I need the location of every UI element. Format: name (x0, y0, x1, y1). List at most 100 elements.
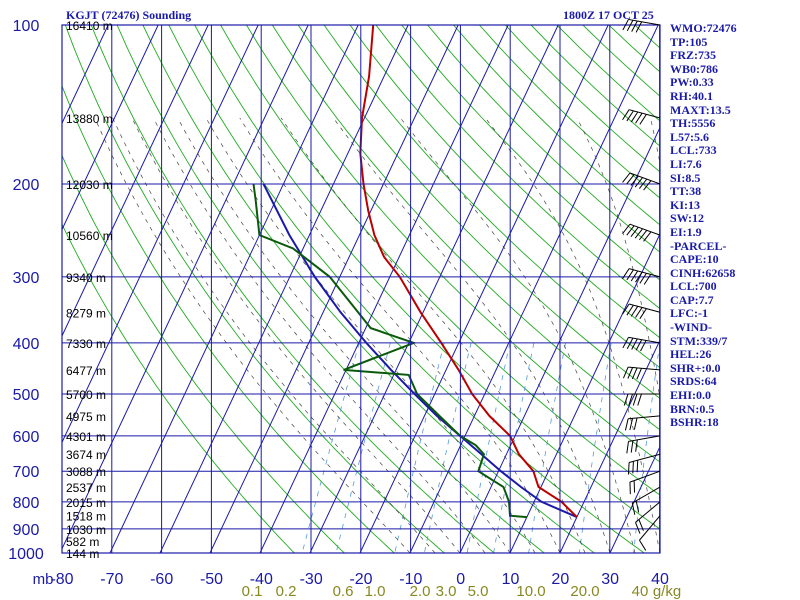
wind-barb-feather (631, 367, 638, 380)
temperature-tick: -70 (100, 571, 123, 588)
isotherm (62, 25, 109, 125)
isotherm (62, 25, 159, 231)
pressure-label: 700 (13, 464, 40, 481)
mixing-ratio-label: 40 (632, 583, 649, 600)
mixing-ratio-line (424, 342, 472, 553)
wind-barb (635, 501, 661, 534)
wind-barb-feather (628, 393, 633, 406)
wind-barb-feather (635, 522, 641, 534)
valid-time: 1800Z 17 OCT 25 (563, 8, 654, 22)
wind-barb (626, 435, 661, 454)
index-item: TP:105 (670, 34, 708, 49)
wind-barb-feather (626, 304, 634, 316)
temperature-tick: -10 (399, 571, 422, 588)
pressure-label: 500 (13, 387, 40, 404)
index-item: CINH:62658 (670, 265, 736, 280)
wind-barb-feather (627, 462, 630, 475)
wind-barb-feather (643, 180, 652, 191)
height-label: 2537 m (66, 481, 106, 495)
wind-barb (622, 109, 661, 125)
wind-barb-feather (639, 539, 647, 551)
wind-barb (627, 453, 661, 475)
wind-barb-feather (638, 178, 648, 189)
height-label: 5700 m (66, 388, 106, 402)
height-label: 1030 m (66, 523, 106, 537)
wind-barb-feather (626, 225, 635, 236)
isotherm (209, 25, 459, 553)
index-item: LCL:700 (670, 279, 717, 294)
dewpoint-line (252, 183, 527, 519)
wind-barb-staff (628, 336, 661, 344)
wind-barb-feather (638, 519, 644, 531)
pressure-label: 800 (13, 495, 40, 512)
mixing-ratio-label: 2.0 (410, 583, 431, 600)
height-label: 582 m (66, 535, 99, 549)
wind-barb-feather (635, 271, 643, 283)
wind-barb-feather (632, 393, 638, 406)
wind-barb-feather (626, 174, 635, 185)
height-label: 16410 m (66, 19, 113, 33)
temperature-tick: 20 (551, 571, 569, 588)
temperature-tick: -30 (300, 571, 323, 588)
index-item: SHR+:0.0 (670, 360, 721, 375)
wind-barb-feather (634, 228, 643, 239)
isotherm (609, 445, 660, 553)
indices-panel: WMO:72476 TP:105 FRZ:735 WB0:786 PW:0.33 RH:4… (670, 21, 737, 430)
wind-barb-feather (626, 110, 634, 122)
height-label: 4301 m (66, 430, 106, 444)
wind-barb-staff (635, 501, 661, 523)
index-item: LFC:-1 (670, 306, 708, 321)
wind-barb (624, 415, 661, 431)
isotherm (62, 25, 209, 338)
height-label: 9340 m (66, 271, 106, 285)
pressure-label: 400 (13, 336, 40, 353)
wind-barb-staff (628, 18, 661, 26)
moist-adiabat (239, 117, 561, 553)
dry-adiabat (375, 25, 660, 310)
wind-barb-feather (626, 19, 634, 32)
wind-barb-feather (623, 393, 629, 406)
pressure-unit-label: mb (33, 571, 54, 588)
isotherm (159, 25, 409, 553)
temperature-tick: 10 (502, 571, 520, 588)
wind-barb (622, 172, 661, 191)
wind-barb (622, 366, 661, 380)
grid (61, 24, 661, 554)
wind-barb-feather (633, 417, 638, 430)
wind-barb-feather (626, 269, 634, 281)
wind-barb-feather (636, 460, 639, 473)
index-item: EI:1.9 (670, 224, 702, 239)
index-item: HEL:26 (670, 347, 712, 362)
isotherm (459, 126, 660, 553)
dry-adiabat (142, 25, 595, 553)
height-label: 3674 m (66, 448, 106, 462)
height-label: 8279 m (66, 306, 106, 320)
dry-adiabat (246, 25, 660, 463)
dry-adiabat (220, 25, 660, 496)
wind-barb-feather (643, 231, 652, 242)
wind-barb-feather (626, 337, 634, 349)
wind-barb-feather (622, 172, 631, 183)
dry-adiabat (168, 25, 645, 553)
wind-barb-staff (628, 303, 661, 313)
station-title: KGJT (72476) Sounding (66, 8, 192, 22)
wind-barb-feather (632, 461, 634, 474)
index-item: TH:5556 (670, 116, 716, 131)
index-item: KI:13 (670, 197, 700, 212)
wind-barb-feather (629, 418, 634, 431)
wind-barb-feather (639, 308, 647, 319)
index-item: TT:38 (670, 184, 702, 199)
wind-barb-feather (638, 229, 648, 241)
wind-barb (631, 486, 661, 515)
wind-profile (622, 18, 661, 551)
wind-barb (629, 470, 661, 495)
wind-barb-feather (622, 268, 630, 279)
index-item: -PARCEL- (670, 238, 727, 253)
parcel-line (262, 183, 578, 519)
index-item: BSHR:18 (670, 415, 719, 430)
height-label: 2015 m (66, 496, 106, 510)
wind-barb-feather (622, 303, 630, 315)
mixing-ratio-unit: g/kg (653, 583, 681, 600)
height-label: 12030 m (66, 178, 113, 192)
